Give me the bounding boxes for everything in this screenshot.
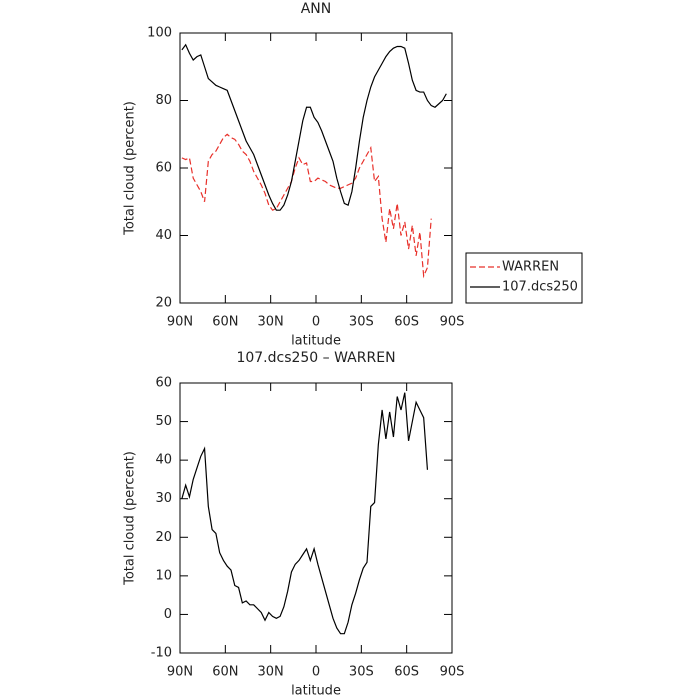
x-tick-label: 60N [212, 665, 238, 680]
data-line [181, 392, 429, 635]
x-axis-label: latitude [291, 334, 341, 349]
data-line [181, 133, 432, 279]
x-tick-label: 30S [349, 315, 374, 330]
y-tick-label: 50 [155, 414, 172, 429]
x-tick-label: 30S [349, 665, 374, 680]
y-tick-label: 40 [155, 228, 172, 243]
chart-title: 107.dcs250 – WARREN [236, 350, 395, 366]
x-tick-label: 0 [312, 665, 320, 680]
y-tick-label: -10 [151, 646, 172, 661]
x-tick-label: 90N [167, 665, 193, 680]
y-tick-label: 60 [155, 376, 172, 391]
y-tick-label: 20 [155, 530, 172, 545]
y-tick-label: 0 [164, 607, 172, 622]
legend-label: 107.dcs250 [502, 280, 578, 295]
x-tick-label: 30N [258, 315, 284, 330]
x-tick-label: 90S [440, 315, 465, 330]
x-tick-label: 0 [312, 315, 320, 330]
x-tick-label: 60S [394, 315, 419, 330]
y-tick-label: 10 [155, 568, 172, 583]
y-tick-label: 80 [155, 93, 172, 108]
x-tick-label: 30N [258, 665, 284, 680]
plot-frame [179, 382, 453, 654]
y-tick-label: 100 [147, 26, 172, 41]
chart-title: ANN [301, 1, 332, 17]
legend-label: WARREN [502, 260, 559, 275]
legend-box [465, 252, 583, 304]
y-tick-label: 60 [155, 161, 172, 176]
data-line [181, 43, 447, 211]
y-axis-label: Total cloud (percent) [123, 451, 138, 586]
x-tick-label: 60S [394, 665, 419, 680]
y-tick-label: 30 [155, 491, 172, 506]
x-axis-label: latitude [291, 684, 341, 699]
x-tick-label: 60N [212, 315, 238, 330]
x-tick-label: 90S [440, 665, 465, 680]
x-tick-label: 90N [167, 315, 193, 330]
y-axis-label: Total cloud (percent) [123, 101, 138, 236]
y-tick-label: 40 [155, 453, 172, 468]
y-tick-label: 20 [155, 296, 172, 311]
